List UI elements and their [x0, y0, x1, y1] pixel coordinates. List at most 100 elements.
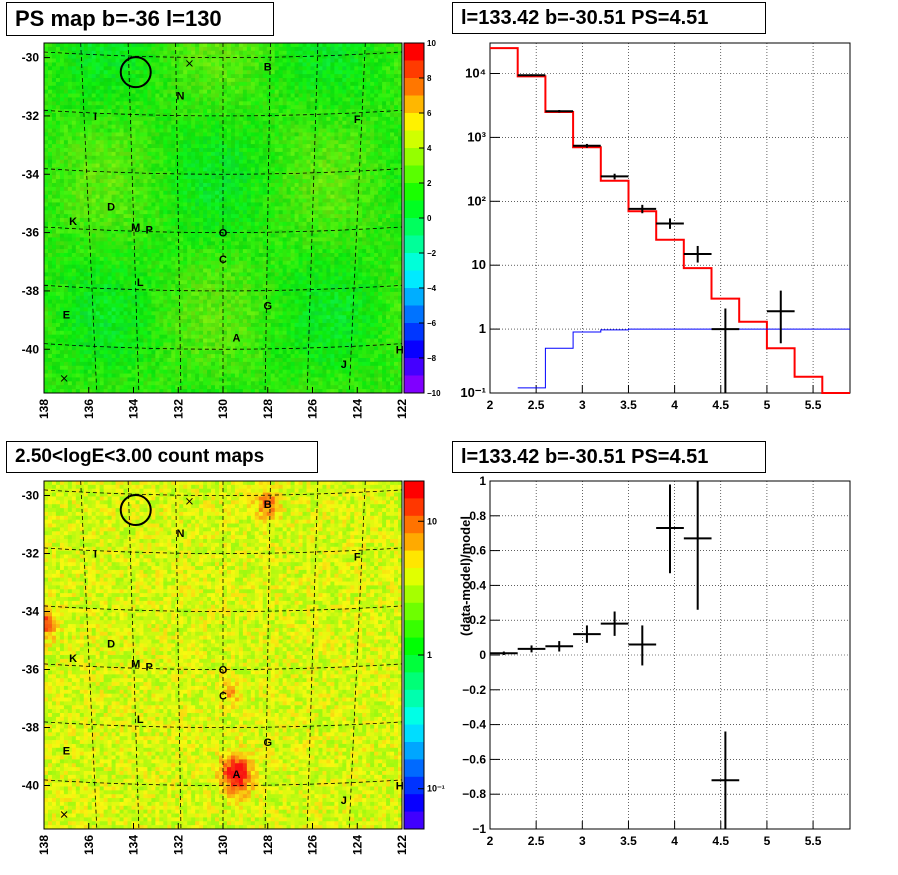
colorbar-tick-label: 10⁻¹ [427, 784, 445, 794]
lat-grid-line [43, 226, 403, 233]
lat-grid-line [43, 663, 403, 670]
source-label: J [341, 359, 347, 371]
colorbar-tick-label: 10 [427, 516, 437, 526]
y-tick-label: 10⁴ [465, 65, 486, 80]
y-tick-label: −0.6 [462, 752, 486, 766]
source-label: D [107, 201, 115, 213]
lon-grid-line [306, 42, 319, 394]
lat-grid-line [43, 168, 403, 175]
x-tick-label: 2 [487, 398, 494, 412]
source-label: F [354, 114, 361, 126]
colorbar-tick-label: 6 [427, 109, 432, 118]
x-tick-label: 2 [487, 834, 494, 848]
y-tick-label: −1 [472, 822, 486, 836]
lon-grid-line [80, 480, 98, 830]
source-label: F [354, 551, 361, 563]
source-label: O [219, 228, 228, 240]
lat-grid-line [43, 547, 403, 554]
source-label: G [263, 737, 272, 749]
x-tick-label: 3.5 [620, 398, 637, 412]
cross-marker [186, 60, 193, 67]
x-tick-label: 122 [395, 399, 409, 419]
y-tick-label: −0.4 [462, 718, 486, 732]
y-tick-label: 10² [467, 193, 486, 208]
lat-grid-line [43, 343, 403, 350]
source-label: N [177, 91, 185, 103]
x-tick-label: 136 [82, 835, 96, 855]
y-tick-label: 10⁻¹ [460, 385, 486, 400]
y-tick-label: 0.6 [469, 544, 486, 558]
y-tick-label: -30 [22, 51, 40, 65]
lon-grid-line [127, 42, 140, 394]
x-tick-label: 2.5 [528, 834, 545, 848]
colorbar-tick-label: 2 [427, 179, 432, 188]
lon-grid-line [306, 480, 319, 830]
source-label: K [69, 653, 77, 665]
background-step-line [517, 328, 850, 389]
source-label: G [263, 301, 272, 313]
y-tick-label: -40 [22, 779, 40, 793]
lon-grid-line [175, 480, 182, 830]
y-tick-label: 1 [479, 321, 486, 336]
y-tick-label: −0.8 [462, 787, 486, 801]
source-label: C [219, 691, 227, 703]
y-tick-label: 10³ [467, 129, 486, 144]
source-label: A [232, 333, 240, 345]
ps-map-heatmap [44, 43, 403, 394]
y-tick-label: -40 [22, 342, 40, 356]
source-label: K [69, 216, 77, 228]
lon-grid-line [175, 42, 182, 394]
x-tick-label: 4 [671, 834, 678, 848]
ps-colorbar [404, 43, 424, 394]
source-label: A [232, 769, 240, 781]
colorbar-tick-label: −2 [427, 249, 437, 258]
x-tick-label: 126 [306, 835, 320, 855]
source-label: I [94, 549, 97, 561]
spectrum-title: l=133.42 b=-30.51 PS=4.51 [452, 2, 766, 34]
x-tick-label: 3 [579, 834, 586, 848]
source-label: C [219, 254, 227, 266]
source-label: J [341, 795, 347, 807]
x-tick-label: 130 [216, 835, 230, 855]
count-colorbar [404, 481, 424, 830]
x-tick-label: 124 [350, 399, 364, 419]
map-bottom-title: 2.50<logE<3.00 count maps [6, 441, 318, 473]
lon-grid-line [264, 42, 271, 394]
source-label: E [63, 746, 70, 758]
colorbar-tick-label: 1 [427, 650, 432, 660]
lon-grid-line [264, 480, 271, 830]
x-tick-label: 3 [579, 398, 586, 412]
source-label: H [396, 344, 404, 356]
x-tick-label: 124 [350, 835, 364, 855]
lat-grid-line [43, 284, 403, 292]
residual-title: l=133.42 b=-30.51 PS=4.51 [452, 441, 766, 473]
y-tick-label: -30 [22, 489, 40, 503]
cross-marker [60, 811, 68, 818]
colorbar-tick-label: −8 [427, 354, 437, 363]
x-tick-label: 5 [764, 834, 771, 848]
source-label: D [107, 638, 115, 650]
x-tick-label: 5.5 [805, 398, 822, 412]
x-tick-label: 2.5 [528, 398, 545, 412]
colorbar-tick-label: −10 [427, 389, 441, 398]
lon-grid-line [348, 42, 366, 394]
ps-circle-marker [119, 56, 152, 89]
map-top-title: PS map b=-36 l=130 [6, 2, 274, 36]
lon-grid-line [127, 480, 140, 830]
y-tick-label: -36 [22, 226, 40, 240]
x-tick-label: 134 [127, 399, 141, 419]
cross-marker [186, 497, 193, 505]
x-tick-label: 132 [171, 835, 185, 855]
colorbar-tick-label: 4 [427, 144, 432, 153]
y-tick-label: -38 [22, 284, 40, 298]
x-tick-label: 136 [82, 399, 96, 419]
x-tick-label: 132 [171, 399, 185, 419]
lat-grid-line [43, 51, 403, 58]
y-tick-label: -32 [22, 547, 40, 561]
source-label: I [94, 111, 97, 123]
colorbar-tick-label: −4 [427, 284, 437, 293]
x-tick-label: 3.5 [620, 834, 637, 848]
residual-ylabel: (data-model)/model [458, 516, 473, 636]
y-tick-label: -32 [22, 109, 40, 123]
